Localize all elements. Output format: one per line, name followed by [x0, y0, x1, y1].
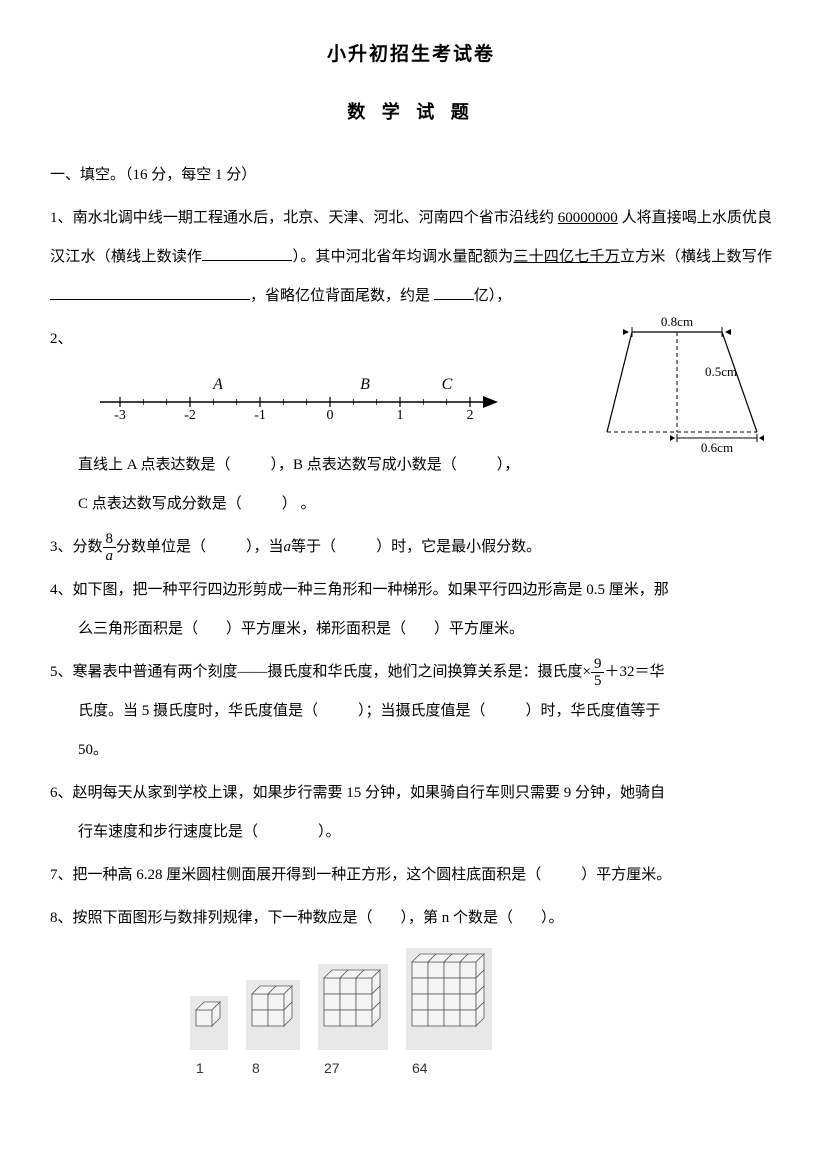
question-2: 2、 -3 -2 -1 0 1 2 A B C 直线上 A 点表达数是（ ），B 点表达数写成小数…	[50, 320, 772, 524]
q3-text: ），当	[246, 539, 284, 555]
q5-text: 氏度。当 5 摄氏度时，华氏度值是（	[78, 703, 318, 719]
svg-text:B: B	[360, 376, 370, 393]
variable-a: a	[284, 539, 292, 555]
cube-3: 27	[318, 964, 388, 1086]
fraction-denominator: a	[103, 548, 117, 565]
q2-text: C 点表达数写成分数是（	[78, 496, 242, 512]
fraction-numerator: 9	[591, 656, 605, 674]
cube-label: 27	[318, 1050, 388, 1086]
question-6: 6、赵明每天从家到学校上课，如果步行需要 15 分钟，如果骑自行车则只需要 9 …	[50, 774, 772, 852]
cube-2: 8	[246, 980, 300, 1086]
q1-text: 亿），	[474, 288, 512, 304]
fraction-denominator: 5	[591, 673, 605, 690]
svg-text:A: A	[212, 376, 223, 393]
svg-text:0.5cm: 0.5cm	[705, 364, 737, 379]
fill-blank[interactable]	[202, 246, 292, 261]
q4-text: 么三角形面积是（	[78, 621, 198, 637]
q1-text: ，省略亿位背面尾数，约是	[250, 288, 430, 304]
q5-text: 5、寒暑表中普通有两个刻度——摄氏度和华氏度，她们之间换算关系是：摄氏度×	[50, 664, 591, 680]
svg-text:C: C	[442, 376, 453, 393]
q1-num-underlined: 60000000	[558, 210, 618, 226]
cube-label: 64	[406, 1050, 492, 1086]
q6-text: ）。	[318, 824, 341, 840]
q1-cn-underlined: 三十四亿七千万	[513, 249, 620, 265]
q2-text: 直线上 A 点表达数是（	[78, 457, 231, 473]
fraction-9-over-5: 95	[591, 656, 605, 690]
q6-text: 行车速度和步行速度比是（	[78, 824, 258, 840]
q6-text: 6、赵明每天从家到学校上课，如果步行需要 15 分钟，如果骑自行车则只需要 9 …	[50, 785, 665, 801]
svg-text:0.6cm: 0.6cm	[701, 440, 733, 452]
fraction-8-over-a: 8a	[103, 531, 117, 565]
q4-text: ）平方厘米，梯形面积是（	[226, 621, 406, 637]
q7-text: ）平方厘米。	[581, 867, 671, 883]
question-1: 1、南水北调中线一期工程通水后，北京、天津、河北、河南四个省市沿线约 60000…	[50, 199, 772, 316]
q2-text: ），	[497, 457, 520, 473]
q5-text: ）时，华氏度值等于	[526, 703, 661, 719]
q8-text: ）。	[541, 910, 564, 926]
fraction-numerator: 8	[103, 531, 117, 549]
cube-label: 8	[246, 1050, 300, 1086]
q2-text: ） 。	[282, 496, 316, 512]
q3-text: 分数单位是（	[116, 539, 206, 555]
main-title: 小升初招生考试卷	[50, 30, 772, 79]
q2-prefix: 2、	[50, 331, 73, 347]
cube-label: 1	[190, 1050, 228, 1086]
svg-text:-3: -3	[114, 408, 126, 422]
svg-text:2: 2	[467, 408, 474, 422]
q8-text: ），第 n 个数是（	[401, 910, 514, 926]
question-5: 5、寒暑表中普通有两个刻度——摄氏度和华氏度，她们之间换算关系是：摄氏度×95＋…	[50, 653, 772, 770]
q3-text: 等于（	[291, 539, 336, 555]
q3-text: ）时，它是最小假分数。	[376, 539, 541, 555]
cube-4: 64	[406, 948, 492, 1086]
svg-text:1: 1	[397, 408, 404, 422]
question-3: 3、分数8a分数单位是（），当a等于（）时，它是最小假分数。	[50, 528, 772, 567]
svg-text:0: 0	[327, 408, 334, 422]
q1-text: ）。其中河北省年均调水量配额为	[292, 249, 513, 265]
q4-text: ）平方厘米。	[434, 621, 524, 637]
svg-text:-2: -2	[184, 408, 196, 422]
fill-blank[interactable]	[434, 285, 474, 300]
q1-text: 立方米（横线上数写作	[620, 249, 772, 265]
fill-blank[interactable]	[50, 285, 250, 300]
number-line-figure: -3 -2 -1 0 1 2 A B C	[90, 367, 587, 438]
question-7: 7、把一种高 6.28 厘米圆柱侧面展开得到一种正方形，这个圆柱底面积是（ ）平方…	[50, 856, 772, 895]
q5-text: ＋32＝华	[604, 664, 664, 680]
svg-text:0.8cm: 0.8cm	[661, 314, 693, 329]
question-8: 8、按照下面图形与数排列规律，下一种数应是（ ），第 n 个数是（ ）。 18 27 6…	[50, 899, 772, 1086]
q5-text: 50。	[78, 742, 108, 758]
subtitle: 数 学 试 题	[50, 89, 772, 136]
q1-text: 1、南水北调中线一期工程通水后，北京、天津、河北、河南四个省市沿线约	[50, 210, 558, 226]
question-4: 4、如下图，把一种平行四边形剪成一种三角形和一种梯形。如果平行四边形高是 0.5…	[50, 571, 772, 649]
q2-text: ），B 点表达数写成小数是（	[271, 457, 457, 473]
cube-sequence-figure: 18 27 64	[190, 948, 772, 1086]
q8-text: 8、按照下面图形与数排列规律，下一种数应是（	[50, 910, 373, 926]
q5-text: ）；当摄氏度值是（	[358, 703, 486, 719]
q4-text: 4、如下图，把一种平行四边形剪成一种三角形和一种梯形。如果平行四边形高是 0.5…	[50, 582, 669, 598]
cube-1: 1	[190, 996, 228, 1086]
q3-text: 3、分数	[50, 539, 103, 555]
svg-text:-1: -1	[254, 408, 266, 422]
q7-text: 7、把一种高 6.28 厘米圆柱侧面展开得到一种正方形，这个圆柱底面积是（	[50, 867, 541, 883]
trapezoid-figure: 0.8cm 0.5cm 0.6cm	[597, 312, 772, 468]
section-1-heading: 一、填空。（16 分，每空 1 分）	[50, 156, 772, 195]
